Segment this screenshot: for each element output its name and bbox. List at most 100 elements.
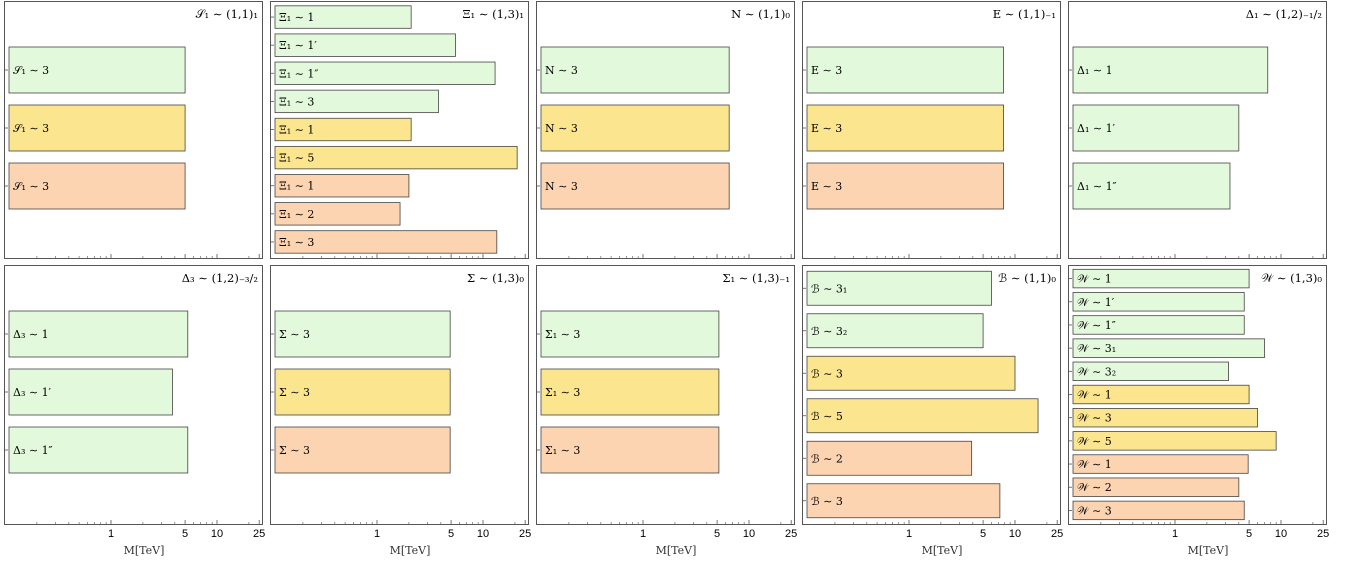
x-tick-label: 5 bbox=[182, 528, 188, 540]
bar-label: E ∼ 3 bbox=[811, 64, 842, 77]
x-tick-label: 1 bbox=[374, 528, 380, 540]
bar-label: Ξ₁ ∼ 1 bbox=[279, 11, 314, 24]
bar-label: Σ ∼ 3 bbox=[279, 328, 310, 341]
bar-label: Σ ∼ 3 bbox=[279, 386, 310, 399]
bar bbox=[1072, 408, 1258, 428]
bar-label: 𝒲 ∼ 3 bbox=[1077, 412, 1112, 425]
bar-label: ℬ ∼ 3 bbox=[811, 495, 843, 508]
bar-label: ℬ ∼ 3₂ bbox=[811, 325, 847, 338]
bar bbox=[1072, 46, 1269, 94]
x-tick-label: 5 bbox=[448, 528, 454, 540]
bar-label: 𝒲 ∼ 1′ bbox=[1077, 296, 1115, 309]
panel-9: ℬ ∼ 3₁ ℬ ∼ 3₂ ℬ ∼ 3 ℬ ∼ 5 ℬ ∼ 2 ℬ ∼ 3 1 5 10 25 M[… bbox=[802, 265, 1063, 557]
bar-label: 𝒲 ∼ 3₂ bbox=[1077, 365, 1116, 378]
x-axis-label: M[TeV] bbox=[124, 544, 165, 557]
bar bbox=[274, 61, 496, 85]
x-axis-label: M[TeV] bbox=[656, 544, 697, 557]
panel-3: N ∼ 3 N ∼ 3 N ∼ 3 N ∼ (1,1)₀ bbox=[536, 1, 795, 259]
bar-label: Δ₃ ∼ 1 bbox=[13, 328, 49, 341]
panel-title: Σ ∼ (1,3)₀ bbox=[467, 271, 524, 285]
bar-label: Δ₃ ∼ 1″ bbox=[13, 444, 53, 457]
bar-label: Ξ₁ ∼ 1′ bbox=[279, 39, 317, 52]
bar-label: 𝒮₁ ∼ 3 bbox=[13, 180, 49, 193]
bar bbox=[274, 5, 412, 29]
bar bbox=[806, 313, 984, 349]
panel-8: Σ₁ ∼ 3 Σ₁ ∼ 3 Σ₁ ∼ 3 1 5 10 25 M[TeV] Σ₁ ∼ (1,3)… bbox=[536, 265, 797, 557]
bar-label: 𝒲 ∼ 5 bbox=[1077, 435, 1112, 448]
bar-label: ℬ ∼ 3₁ bbox=[811, 282, 847, 295]
bar bbox=[1072, 384, 1250, 405]
panel-7: Σ ∼ 3 Σ ∼ 3 Σ ∼ 3 1 5 10 25 M[TeV] Σ ∼ (1,3)₀ bbox=[270, 265, 531, 557]
x-tick-label: 25 bbox=[253, 528, 265, 540]
panel-title: 𝒮₁ ∼ (1,1)₁ bbox=[196, 7, 258, 21]
bar-label: Ξ₁ ∼ 5 bbox=[279, 152, 314, 165]
x-tick-label: 25 bbox=[785, 528, 797, 540]
x-tick-label: 10 bbox=[1009, 528, 1021, 540]
x-tick-label: 1 bbox=[1172, 528, 1178, 540]
bar-label: E ∼ 3 bbox=[811, 122, 842, 135]
panel-5: Δ₁ ∼ 1 Δ₁ ∼ 1′ Δ₁ ∼ 1″ Δ₁ ∼ (1,2)₋₁/₂ bbox=[1068, 1, 1327, 259]
bar bbox=[8, 104, 186, 152]
panel-2: Ξ₁ ∼ 1 Ξ₁ ∼ 1′ Ξ₁ ∼ 1″ Ξ₁ ∼ 3 Ξ₁ ∼ 1 Ξ₁ ∼ 5 Ξ₁… bbox=[270, 1, 529, 259]
x-tick-label: 1 bbox=[640, 528, 646, 540]
bar bbox=[540, 46, 730, 94]
panel-title: E ∼ (1,1)₋₁ bbox=[993, 7, 1056, 21]
x-tick-label: 10 bbox=[1275, 528, 1287, 540]
bar bbox=[1072, 292, 1245, 312]
x-tick-label: 10 bbox=[477, 528, 489, 540]
bar bbox=[8, 426, 189, 474]
bar bbox=[274, 33, 456, 57]
bar-label: Σ₁ ∼ 3 bbox=[545, 328, 580, 341]
panel-4: E ∼ 3 E ∼ 3 E ∼ 3 E ∼ (1,1)₋₁ bbox=[802, 1, 1061, 259]
bar-label: Σ₁ ∼ 3 bbox=[545, 444, 580, 457]
bar-label: 𝒮₁ ∼ 3 bbox=[13, 64, 49, 77]
panel-frame bbox=[802, 265, 1061, 525]
bar-label: ℬ ∼ 5 bbox=[811, 410, 843, 423]
bar bbox=[8, 310, 189, 358]
x-tick-label: 1 bbox=[108, 528, 114, 540]
bar bbox=[1072, 162, 1231, 210]
bar bbox=[1072, 477, 1240, 497]
bar bbox=[806, 162, 1004, 210]
bar bbox=[540, 310, 720, 358]
bar bbox=[274, 202, 401, 226]
bar bbox=[274, 368, 451, 416]
x-axis-label: M[TeV] bbox=[390, 544, 431, 557]
panel-title: Ξ₁ ∼ (1,3)₁ bbox=[462, 7, 524, 21]
bar bbox=[1072, 104, 1240, 152]
bar bbox=[1072, 431, 1277, 451]
bar-label: 𝒲 ∼ 1 bbox=[1077, 458, 1112, 471]
panel-title: Σ₁ ∼ (1,3)₋₁ bbox=[722, 271, 790, 285]
bar-label: N ∼ 3 bbox=[545, 64, 578, 77]
bar-label: ℬ ∼ 2 bbox=[811, 452, 843, 465]
bar bbox=[274, 230, 498, 254]
bar bbox=[806, 398, 1039, 434]
bar bbox=[806, 483, 1001, 519]
bar-label: Σ ∼ 3 bbox=[279, 444, 310, 457]
bar-label: Ξ₁ ∼ 1 bbox=[279, 124, 314, 137]
bar-label: Ξ₁ ∼ 2 bbox=[279, 208, 314, 221]
bar-label: N ∼ 3 bbox=[545, 180, 578, 193]
bar-label: Ξ₁ ∼ 1″ bbox=[279, 67, 318, 80]
bar bbox=[540, 368, 720, 416]
x-tick-label: 5 bbox=[980, 528, 986, 540]
bar bbox=[806, 270, 992, 306]
bar-label: 𝒲 ∼ 1 bbox=[1077, 389, 1112, 402]
bar bbox=[1072, 268, 1250, 289]
bar bbox=[274, 117, 412, 142]
bar-label: 𝒲 ∼ 1 bbox=[1077, 273, 1112, 286]
bar-label: Ξ₁ ∼ 3 bbox=[279, 95, 314, 108]
bar bbox=[1072, 500, 1245, 521]
bar bbox=[806, 46, 1004, 94]
bar-label: 𝒲 ∼ 3₁ bbox=[1077, 342, 1116, 355]
bar bbox=[806, 104, 1004, 152]
bar-label: Σ₁ ∼ 3 bbox=[545, 386, 580, 399]
x-tick-label: 5 bbox=[714, 528, 720, 540]
bar bbox=[1072, 315, 1245, 335]
bar bbox=[806, 440, 973, 476]
x-tick-label: 25 bbox=[1317, 528, 1329, 540]
panel-title: ℬ ∼ (1,1)₀ bbox=[998, 271, 1056, 285]
bar-label: Δ₁ ∼ 1″ bbox=[1077, 180, 1117, 193]
bar-label: Ξ₁ ∼ 3 bbox=[279, 236, 314, 249]
bar-label: Δ₁ ∼ 1 bbox=[1077, 64, 1113, 77]
